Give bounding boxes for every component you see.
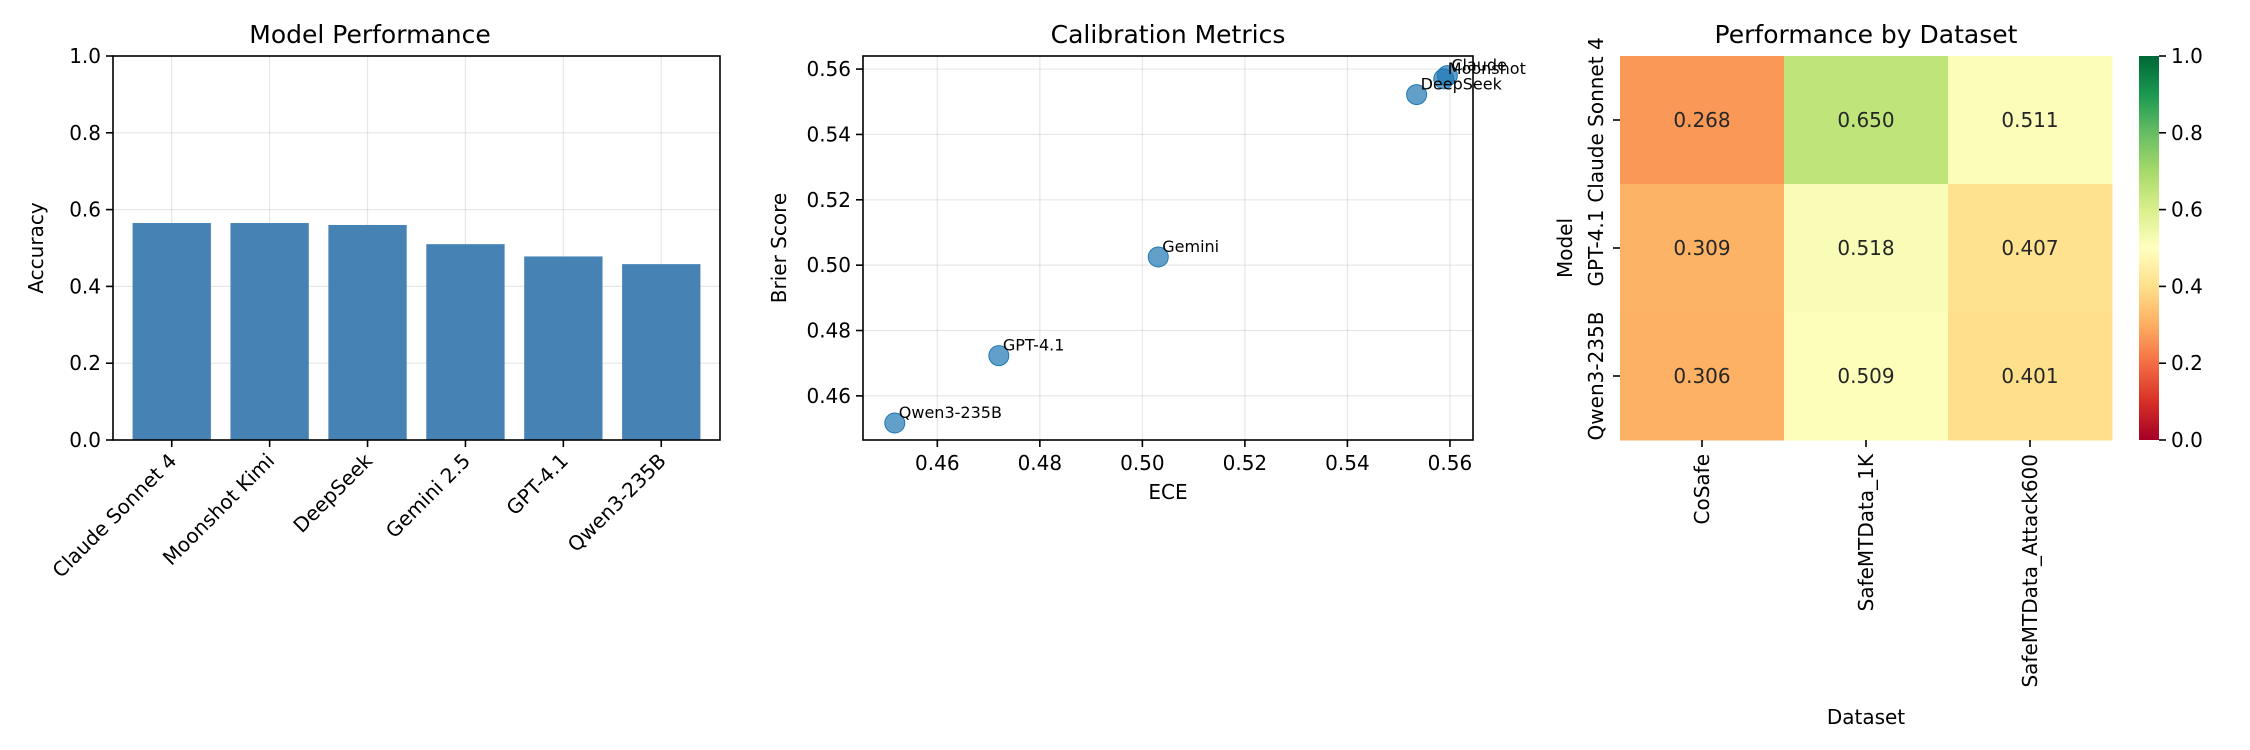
heatmap-cell-label: 0.650 <box>1837 108 1894 132</box>
heatmap-y-ticks: Claude Sonnet 4 GPT-4.1 Qwen3-235B <box>1584 37 1620 440</box>
heatmap-cell-label: 0.268 <box>1673 108 1730 132</box>
scatter-x-tick-label: 0.52 <box>1223 451 1268 475</box>
bar-chart-y-ticks: 0.0 0.2 0.4 0.6 0.8 1.0 <box>69 44 113 452</box>
scatter-point <box>1406 84 1428 106</box>
heatmap-cell-label: 0.407 <box>2001 236 2058 260</box>
bar-chart-ylabel: Accuracy <box>24 202 48 293</box>
bar-x-tick-label: DeepSeek <box>288 448 377 537</box>
heatmap-cell <box>1620 312 1785 441</box>
heatmap-cell-label: 0.511 <box>2001 108 2058 132</box>
scatter-x-tick-label: 0.46 <box>915 451 960 475</box>
colorbar-tick-label: 0.6 <box>2171 198 2203 222</box>
bar-x-tick-label: Claude Sonnet 4 <box>47 449 181 583</box>
heatmap-cell <box>1948 184 2113 313</box>
colorbar-tick-label: 1.0 <box>2171 44 2203 68</box>
scatter-y-tick-label: 0.48 <box>806 319 851 343</box>
scatter-x-tick-label: 0.50 <box>1120 451 1165 475</box>
bar <box>622 264 701 440</box>
heatmap-xlabel: Dataset <box>1827 705 1905 729</box>
scatter-x-tick-label: 0.54 <box>1325 451 1370 475</box>
bar-chart-bars <box>132 223 701 440</box>
heatmap-chart: Performance by Dataset 0.268 0.650 0.5110.… <box>1553 20 2203 729</box>
scatter-chart-y-ticks: 0.46 0.48 0.50 0.52 0.54 0.56 <box>806 57 863 408</box>
scatter-point <box>988 345 1010 367</box>
heatmap-y-tick-label: Claude Sonnet 4 <box>1584 37 1608 202</box>
scatter-chart-title: Calibration Metrics <box>1051 20 1286 49</box>
heatmap-cell <box>1784 184 1949 313</box>
scatter-chart-x-ticks: 0.46 0.48 0.50 0.52 0.54 0.56 <box>915 440 1472 475</box>
colorbar-tick-label: 0.8 <box>2171 121 2203 145</box>
scatter-point-label: Gemini <box>1162 237 1219 256</box>
scatter-chart-xlabel: ECE <box>1148 480 1187 504</box>
scatter-chart-frame <box>862 55 1474 441</box>
heatmap-cell-label: 0.518 <box>1837 236 1894 260</box>
bar-x-tick-label: Gemini 2.5 <box>381 449 475 543</box>
heatmap-cell <box>1620 184 1785 313</box>
scatter-chart-ylabel: Brier Score <box>767 193 791 303</box>
scatter-point-label: DeepSeek <box>1421 75 1503 94</box>
bar <box>426 244 505 440</box>
heatmap-cell-label: 0.309 <box>1673 236 1730 260</box>
bar-y-tick-label: 0.2 <box>69 351 101 375</box>
scatter-y-tick-label: 0.52 <box>806 188 851 212</box>
scatter-chart-grid <box>863 56 1473 440</box>
heatmap-cell <box>1620 56 1785 185</box>
scatter-y-tick-label: 0.56 <box>806 57 851 81</box>
heatmap-colorbar-ticks: 0.0 0.2 0.4 0.6 0.8 1.0 <box>2159 44 2203 452</box>
bar-x-tick-label: GPT-4.1 <box>501 449 572 520</box>
colorbar-tick-label: 0.4 <box>2171 274 2203 298</box>
heatmap-x-tick-label: SafeMTData_Attack600 <box>2018 454 2042 688</box>
bar-x-tick-label: Qwen3-235B <box>563 449 671 557</box>
heatmap-x-tick-label: SafeMTData_1K <box>1854 453 1878 611</box>
scatter-x-tick-label: 0.48 <box>1018 451 1063 475</box>
heatmap-cell-label: 0.509 <box>1837 364 1894 388</box>
bar-chart-title: Model Performance <box>249 20 490 49</box>
heatmap-cell <box>1948 56 2113 185</box>
scatter-point <box>884 412 906 434</box>
bar-chart: Model Performance 0.0 0.2 0.4 0.6 0.8 1.0 Cla… <box>24 20 721 583</box>
bar <box>524 256 603 440</box>
colorbar-tick-label: 0.0 <box>2171 428 2203 452</box>
scatter-point-label: Qwen3-235B <box>899 403 1002 422</box>
scatter-y-tick-label: 0.46 <box>806 384 851 408</box>
scatter-point <box>1147 246 1169 268</box>
scatter-chart: Calibration Metrics ClaudeMoonshotDeepSe… <box>767 20 1526 504</box>
heatmap-cells: 0.268 0.650 0.511 0.309 0.518 0.407 0.306 0.509… <box>1620 56 2113 441</box>
heatmap-colorbar <box>2139 56 2159 440</box>
scatter-point-label: Claude <box>1451 56 1507 75</box>
bar <box>230 223 309 440</box>
scatter-y-tick-label: 0.50 <box>806 253 851 277</box>
bar-y-tick-label: 0.0 <box>69 428 101 452</box>
scatter-point-label: GPT-4.1 <box>1003 336 1065 355</box>
bar <box>328 224 407 440</box>
bar <box>132 223 211 440</box>
bar-y-tick-label: 0.4 <box>69 274 101 298</box>
scatter-point <box>1433 68 1455 90</box>
heatmap-ylabel: Model <box>1553 218 1577 278</box>
heatmap-chart-title: Performance by Dataset <box>1715 20 2018 49</box>
heatmap-cell <box>1784 312 1949 441</box>
bar-chart-frame <box>112 55 721 441</box>
heatmap-y-tick-label: GPT-4.1 <box>1584 210 1608 287</box>
scatter-y-tick-label: 0.54 <box>806 122 851 146</box>
heatmap-cell-label: 0.306 <box>1673 364 1730 388</box>
heatmap-cell-label: 0.401 <box>2001 364 2058 388</box>
heatmap-x-ticks: CoSafe SafeMTData_1K SafeMTData_Attack600 <box>1690 440 2042 688</box>
scatter-x-tick-label: 0.56 <box>1428 451 1473 475</box>
colorbar-tick-label: 0.2 <box>2171 351 2203 375</box>
bar-y-tick-label: 0.6 <box>69 198 101 222</box>
heatmap-y-tick-label: Qwen3-235B <box>1584 312 1608 441</box>
bar-y-tick-label: 0.8 <box>69 121 101 145</box>
heatmap-cell <box>1784 56 1949 185</box>
bar-y-tick-label: 1.0 <box>69 44 101 68</box>
scatter-point-label: Moonshot <box>1448 59 1526 78</box>
heatmap-cell <box>1948 312 2113 441</box>
heatmap-x-tick-label: CoSafe <box>1690 454 1714 525</box>
